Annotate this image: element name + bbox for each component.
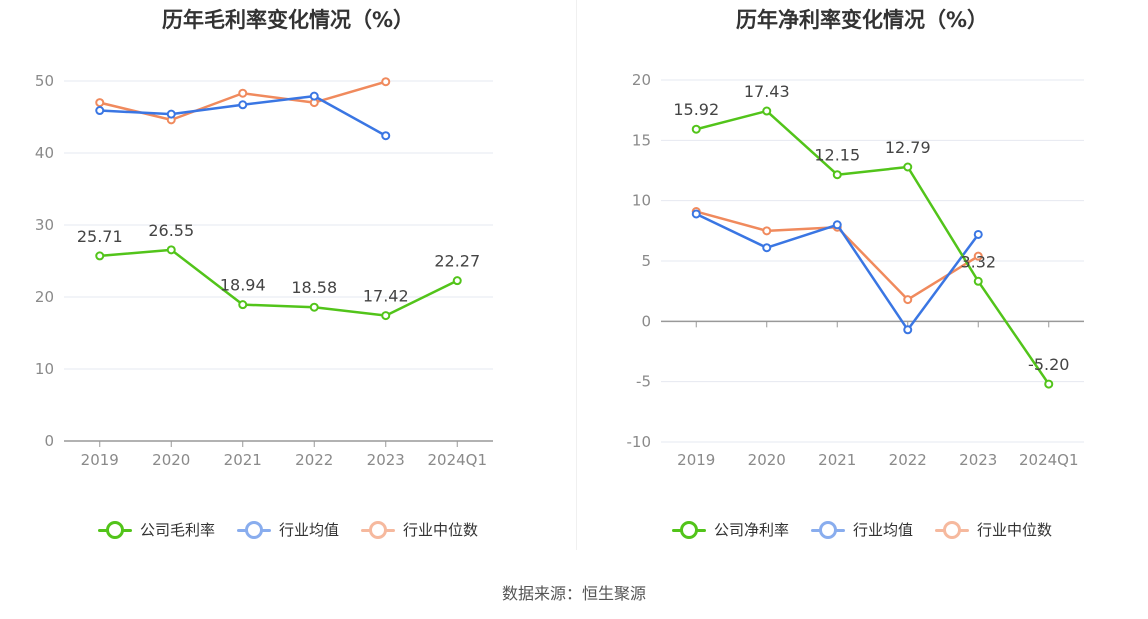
net-x-tick-label: 2023 xyxy=(959,451,997,469)
net-data-label: 12.15 xyxy=(814,146,860,165)
gross-data-label: 18.94 xyxy=(220,276,266,295)
gross-data-point-company[interactable] xyxy=(238,300,248,310)
net-x-tick-label: 2024Q1 xyxy=(1019,451,1079,469)
gross-data-label: 22.27 xyxy=(434,252,480,271)
net-data-label: -5.20 xyxy=(1028,355,1069,374)
legend-line-circle-icon xyxy=(361,520,395,539)
gross-data-point-median[interactable] xyxy=(381,77,391,87)
gross-data-point-company[interactable] xyxy=(381,311,391,321)
net-margin-legend: 公司净利率 行业均值 行业中位数 xyxy=(576,519,1148,540)
gross-data-point-median[interactable] xyxy=(238,88,248,98)
net-legend-item-avg[interactable]: 行业均值 xyxy=(810,519,913,540)
gross-data-point-avg[interactable] xyxy=(166,109,176,119)
gross-margin-chart: 0 10 20 30 40 50 2019 2020 2021 2022 2023 2024Q1 25.… xyxy=(35,72,493,469)
gross-data-label: 18.58 xyxy=(291,278,337,297)
gross-x-tick-label: 2021 xyxy=(224,451,262,469)
net-margin-chart: -10 -5 0 5 10 15 20 2019 2020 2021 2022 2023 2024Q1 1… xyxy=(627,71,1084,469)
net-data-point-company[interactable] xyxy=(691,124,701,134)
net-data-label: 3.32 xyxy=(960,252,996,271)
gross-data-point-avg[interactable] xyxy=(238,100,248,110)
gross-legend-item-avg[interactable]: 行业均值 xyxy=(236,519,339,540)
gross-series-line-company xyxy=(99,248,458,317)
net-y-tick-label: 20 xyxy=(632,71,651,89)
net-data-label: 15.92 xyxy=(673,100,719,119)
net-data-point-company[interactable] xyxy=(832,170,842,180)
legend-line-circle-icon xyxy=(236,520,271,539)
net-data-point-median[interactable] xyxy=(973,251,983,261)
net-legend-label: 行业均值 xyxy=(852,521,913,539)
net-legend-item-median[interactable]: 行业中位数 xyxy=(935,519,1052,540)
legend-line-circle-icon xyxy=(810,520,845,539)
net-y-tick-label: 10 xyxy=(632,192,651,210)
net-data-point-company[interactable] xyxy=(762,106,772,116)
net-legend-label: 行业中位数 xyxy=(977,521,1053,539)
net-data-point-avg[interactable] xyxy=(762,243,772,253)
gross-legend-label: 行业均值 xyxy=(278,521,339,539)
gross-data-point-median[interactable] xyxy=(95,98,105,108)
gross-legend-label: 行业中位数 xyxy=(403,521,479,539)
net-legend-item-company[interactable]: 公司净利率 xyxy=(671,519,789,540)
panel-divider xyxy=(576,0,577,550)
net-data-point-avg[interactable] xyxy=(973,229,983,239)
net-data-label: 12.79 xyxy=(885,138,931,157)
net-margin-chart-title: 历年净利率变化情况（%） xyxy=(735,8,989,32)
net-data-label: 17.43 xyxy=(744,82,790,101)
net-data-point-avg[interactable] xyxy=(903,325,913,335)
gross-y-tick-label: 40 xyxy=(35,144,54,162)
data-source-note: 数据来源：恒生聚源 xyxy=(501,584,646,603)
net-y-tick-label: 15 xyxy=(632,131,651,149)
gross-margin-chart-title: 历年毛利率变化情况（%） xyxy=(161,8,415,32)
gross-y-tick-label: 30 xyxy=(35,216,54,234)
legend-line-circle-icon xyxy=(97,520,132,539)
net-y-tick-label: 5 xyxy=(641,252,651,270)
gross-data-point-company[interactable] xyxy=(95,251,105,261)
net-x-tick-label: 2022 xyxy=(889,451,927,469)
legend-line-circle-icon xyxy=(671,520,706,539)
net-x-tick-label: 2020 xyxy=(748,451,786,469)
gross-data-point-avg[interactable] xyxy=(95,106,105,116)
gross-data-point-avg[interactable] xyxy=(309,91,319,101)
gross-x-tick-label: 2023 xyxy=(367,451,405,469)
net-x-tick-label: 2021 xyxy=(818,451,856,469)
net-data-point-median[interactable] xyxy=(903,295,913,305)
net-x-tick-label: 2019 xyxy=(677,451,715,469)
net-series-line-company xyxy=(695,109,1050,385)
net-data-point-company[interactable] xyxy=(903,162,913,172)
gross-data-point-company[interactable] xyxy=(452,276,462,286)
gross-data-label: 26.55 xyxy=(148,221,194,240)
gross-x-tick-label: 2020 xyxy=(152,451,190,469)
net-data-point-company[interactable] xyxy=(1044,379,1054,389)
net-data-point-median[interactable] xyxy=(762,226,772,236)
gross-data-label: 25.71 xyxy=(77,227,123,246)
net-data-point-avg[interactable] xyxy=(691,209,701,219)
gross-x-tick-label: 2019 xyxy=(81,451,119,469)
gross-legend-label: 公司毛利率 xyxy=(139,521,215,539)
gross-y-tick-label: 0 xyxy=(44,432,54,450)
gross-data-label: 17.42 xyxy=(363,287,409,306)
net-data-point-company[interactable] xyxy=(973,276,983,286)
net-legend-label: 公司净利率 xyxy=(713,521,789,539)
net-margin-chart-panel: 历年净利率变化情况（%） -10 -5 0 5 10 15 20 2019 2020 2021 20… xyxy=(576,0,1148,560)
net-y-tick-label: 0 xyxy=(641,312,651,330)
gross-legend-item-median[interactable]: 行业中位数 xyxy=(361,519,478,540)
legend-line-circle-icon xyxy=(935,520,969,539)
gross-margin-legend: 公司毛利率 行业均值 行业中位数 xyxy=(0,519,576,540)
net-y-tick-label: -10 xyxy=(627,433,652,451)
gross-data-point-avg[interactable] xyxy=(381,131,391,141)
gross-y-tick-label: 20 xyxy=(35,288,54,306)
net-y-tick-label: -5 xyxy=(636,373,651,391)
net-data-point-avg[interactable] xyxy=(832,220,842,230)
gross-data-point-company[interactable] xyxy=(309,302,319,312)
gross-data-point-company[interactable] xyxy=(166,245,176,255)
gross-y-tick-label: 50 xyxy=(35,72,54,90)
gross-x-tick-label: 2022 xyxy=(295,451,333,469)
gross-y-tick-label: 10 xyxy=(35,360,54,378)
gross-margin-chart-panel: 历年毛利率变化情况（%） 0 10 20 30 40 50 2019 2020 2021 2022… xyxy=(0,0,576,560)
gross-x-tick-label: 2024Q1 xyxy=(427,451,487,469)
gross-legend-item-company[interactable]: 公司毛利率 xyxy=(97,519,215,540)
